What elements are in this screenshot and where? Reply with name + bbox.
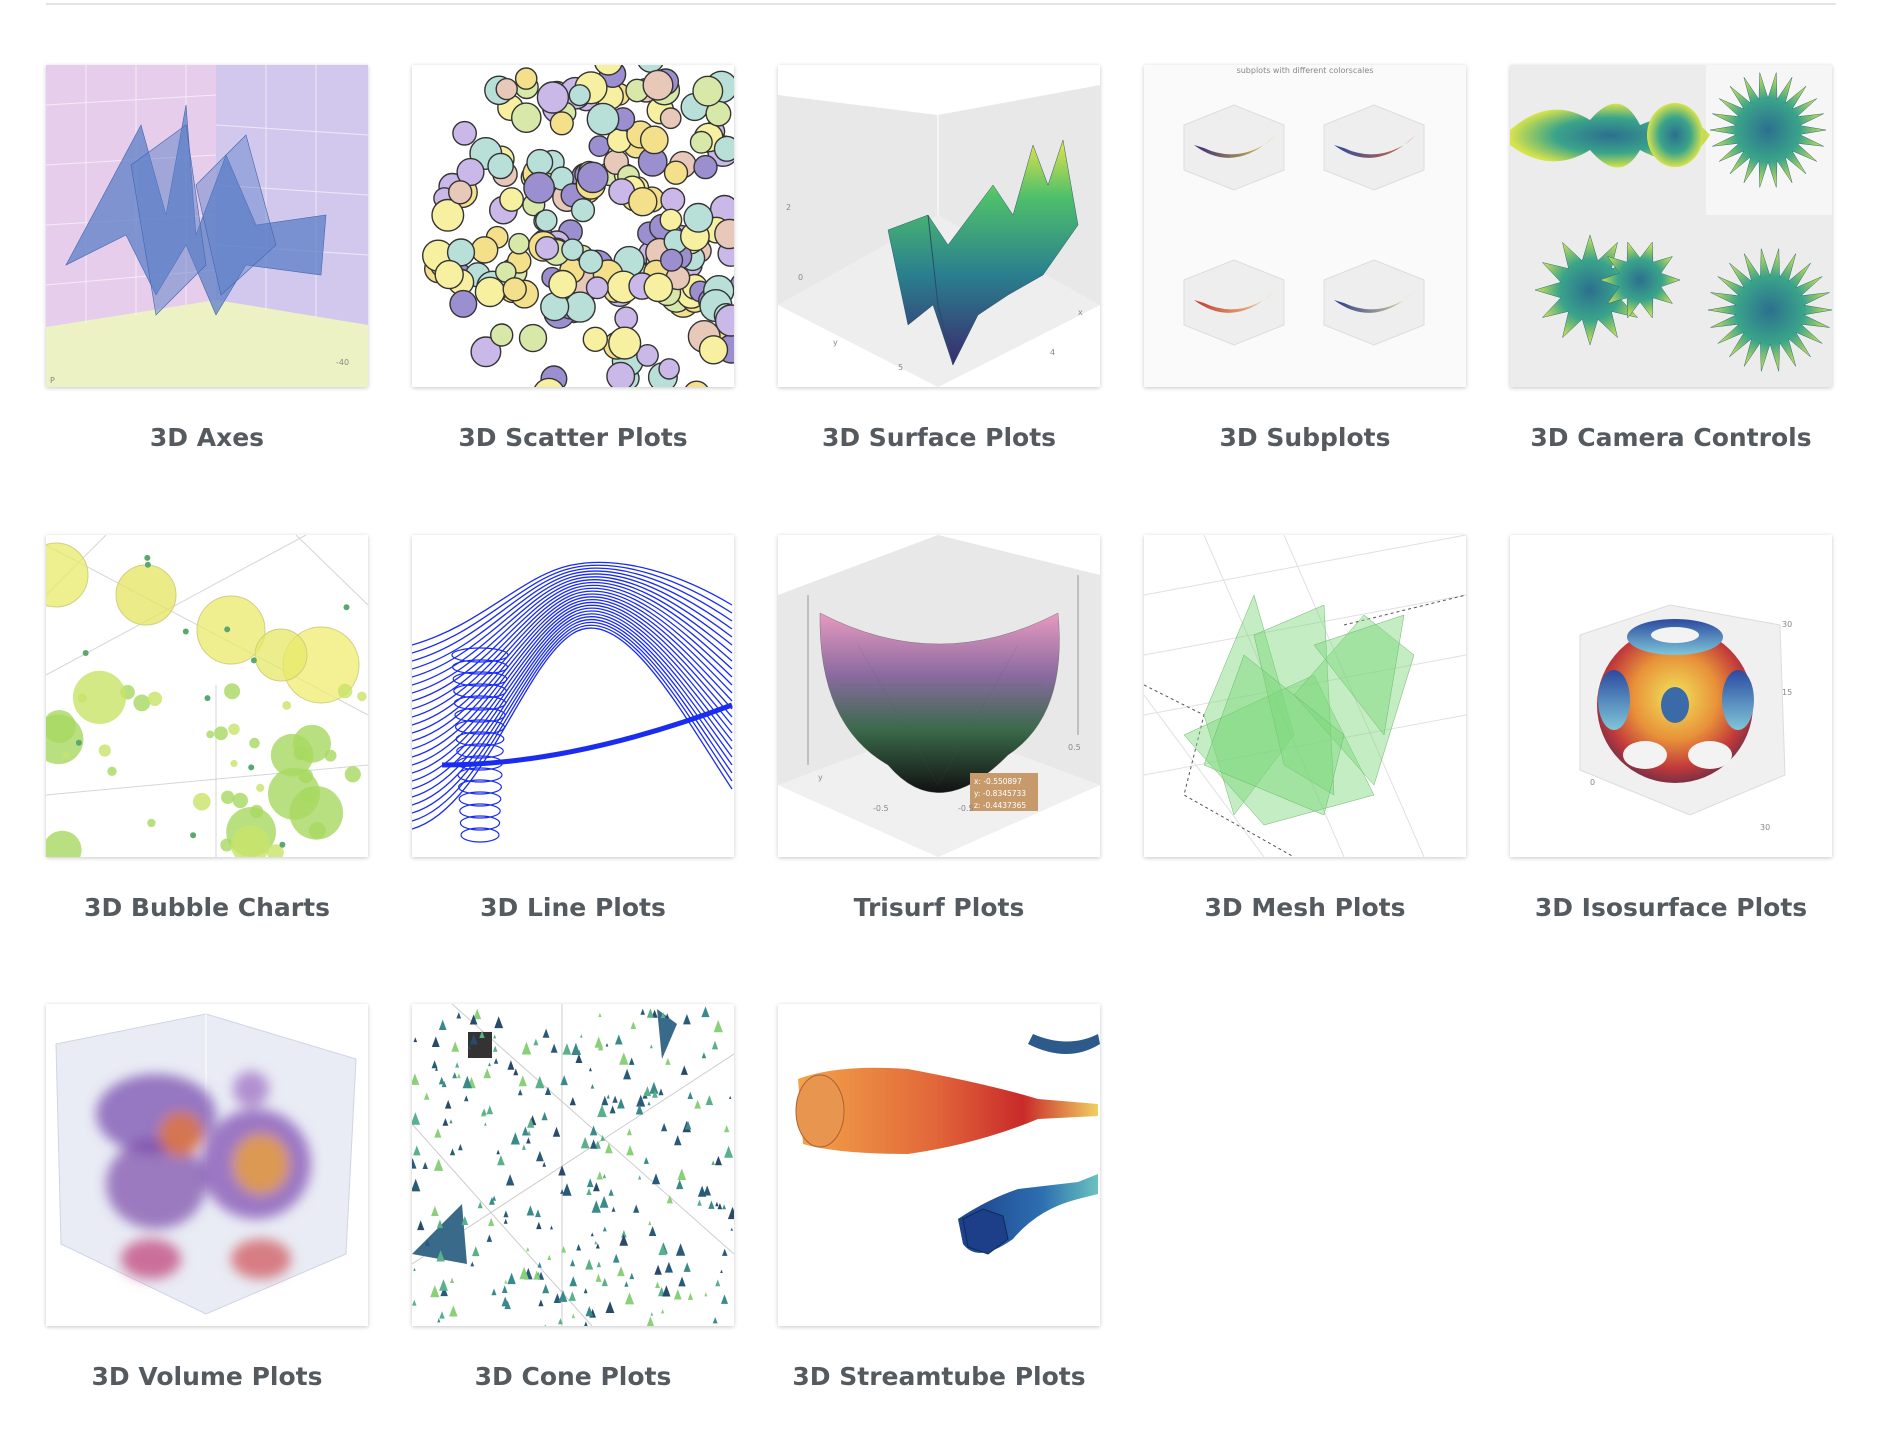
top-divider <box>46 3 1836 5</box>
gallery-label[interactable]: 3D Axes <box>149 423 265 452</box>
svg-text:30: 30 <box>1782 620 1792 629</box>
thumbnail-3d-subplots[interactable]: subplots with different colorscales <box>1144 65 1466 387</box>
thumbnail-3d-scatter[interactable] <box>412 65 734 387</box>
gallery-label[interactable]: 3D Scatter Plots <box>458 423 688 452</box>
svg-text:-0.5: -0.5 <box>873 804 889 813</box>
thumbnail-3d-camera[interactable] <box>1510 65 1832 387</box>
gallery-label[interactable]: 3D Mesh Plots <box>1204 893 1406 922</box>
svg-text:-0.5: -0.5 <box>958 804 974 813</box>
thumbnail-3d-surface[interactable]: 2 0 y 5 4 x <box>778 65 1100 387</box>
svg-text:y: y <box>833 338 838 347</box>
hover-tooltip: x: -0.550897 y: -0.8345733 z: -0.4437365 <box>970 773 1038 811</box>
tooltip-y: y: -0.8345733 <box>974 789 1026 798</box>
svg-text:5: 5 <box>898 363 903 372</box>
svg-text:-40: -40 <box>336 358 349 367</box>
svg-text:y: y <box>818 773 823 782</box>
tooltip-x: x: -0.550897 <box>974 777 1022 786</box>
svg-text:P: P <box>50 376 55 385</box>
svg-text:0: 0 <box>798 273 803 282</box>
subplots-title: subplots with different colorscales <box>1237 66 1374 75</box>
svg-text:15: 15 <box>1782 688 1792 697</box>
svg-text:4: 4 <box>1050 348 1055 357</box>
svg-text:0.5: 0.5 <box>1068 743 1081 752</box>
svg-text:30: 30 <box>1760 823 1770 832</box>
svg-text:0: 0 <box>1590 778 1595 787</box>
gallery-label[interactable]: 3D Surface Plots <box>821 423 1057 452</box>
gallery-label[interactable]: 3D Bubble Charts <box>84 893 330 922</box>
tooltip-z: z: -0.4437365 <box>974 801 1026 810</box>
thumbnail-3d-bubble[interactable] <box>46 535 368 857</box>
thumbnail-3d-axes[interactable]: P -40 <box>46 65 368 387</box>
gallery-label[interactable]: 3D Streamtube Plots <box>792 1362 1086 1391</box>
thumbnail-3d-volume[interactable] <box>46 1004 368 1326</box>
thumbnail-3d-streamtube[interactable] <box>778 1004 1100 1326</box>
gallery-label[interactable]: 3D Line Plots <box>480 893 666 922</box>
svg-text:x: x <box>1078 308 1083 317</box>
thumbnail-3d-cone[interactable] <box>412 1004 734 1326</box>
thumbnail-trisurf[interactable]: x: -0.550897 y: -0.8345733 z: -0.4437365… <box>778 535 1100 857</box>
gallery-label[interactable]: 3D Isosurface Plots <box>1534 893 1808 922</box>
gallery-label[interactable]: 3D Cone Plots <box>474 1362 672 1391</box>
gallery-label[interactable]: 3D Volume Plots <box>91 1362 323 1391</box>
thumbnail-3d-line[interactable] <box>412 535 734 857</box>
gallery-label[interactable]: Trisurf Plots <box>853 893 1025 922</box>
thumbnail-3d-isosurface[interactable]: 30 15 30 0 <box>1510 535 1832 857</box>
gallery-label[interactable]: 3D Camera Controls <box>1530 423 1812 452</box>
gallery-label[interactable]: 3D Subplots <box>1219 423 1391 452</box>
svg-text:2: 2 <box>786 203 791 212</box>
thumbnail-3d-mesh[interactable] <box>1144 535 1466 857</box>
